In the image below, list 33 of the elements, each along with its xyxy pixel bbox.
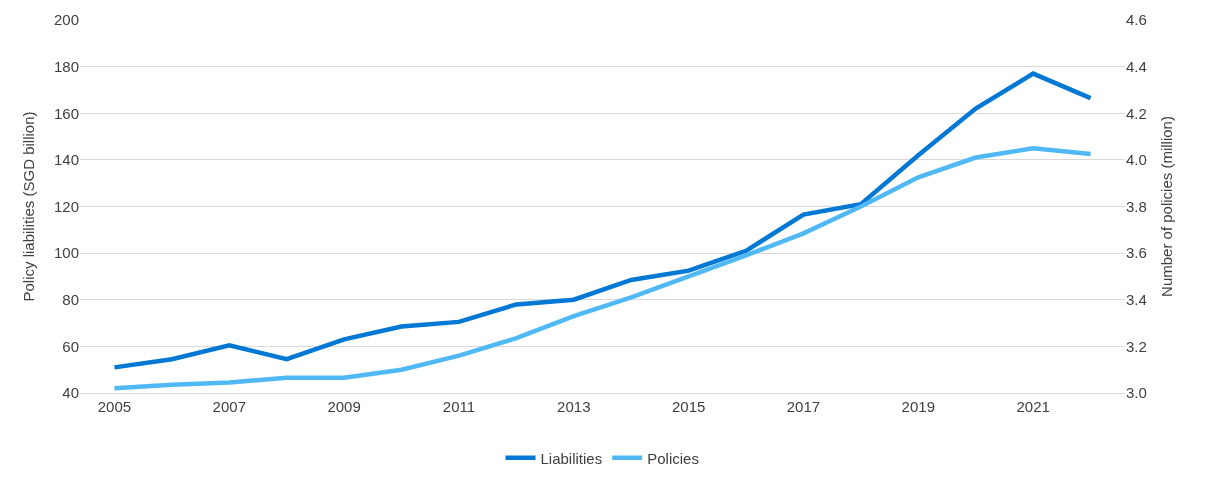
y2-tick-label: 4.0 [1126, 151, 1147, 169]
y-axis-title: Policy liabilities (SGD billion) [20, 111, 38, 302]
y-tick-label: 200 [53, 11, 79, 29]
y-tick-label: 40 [62, 384, 79, 402]
x-tick-label: 2021 [1016, 398, 1050, 415]
y2-tick-label: 4.4 [1126, 57, 1147, 75]
line-series [112, 145, 1093, 391]
y2-tick-label: 4.2 [1126, 104, 1147, 122]
x-tick-label: 2015 [671, 398, 706, 415]
y-tick-label: 180 [53, 57, 79, 75]
y2-tick-label: 3.8 [1126, 197, 1147, 215]
x-tick-label: 2017 [786, 398, 821, 415]
line-series [112, 71, 1093, 370]
x-tick-label: 2007 [212, 398, 246, 415]
legend-label: Liabilities [540, 449, 603, 467]
y-tick-label: 100 [53, 244, 79, 262]
x-tick-label: 2019 [901, 398, 935, 415]
y2-tick-label: 3.2 [1126, 337, 1147, 355]
y-tick-label: 60 [62, 337, 79, 355]
x-tick-label: 2005 [97, 398, 132, 415]
x-tick-label: 2009 [327, 398, 361, 415]
x-tick-label: 2013 [557, 398, 591, 415]
y2-tick-label: 3.6 [1126, 244, 1147, 262]
y2-axis-title: Number of policies (million) [1157, 116, 1175, 297]
legend-label: Policies [647, 449, 699, 467]
y-tick-label: 160 [53, 104, 79, 122]
x-tick-label: 2011 [442, 398, 476, 415]
y2-tick-label: 4.6 [1126, 11, 1147, 29]
y2-tick-label: 3.0 [1126, 384, 1147, 402]
y-tick-label: 140 [53, 151, 79, 169]
y2-tick-label: 3.4 [1126, 291, 1147, 308]
y-tick-label: 120 [53, 197, 79, 215]
y-tick-label: 80 [62, 291, 79, 308]
